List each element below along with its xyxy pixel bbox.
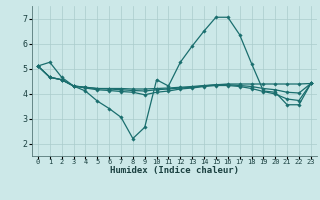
X-axis label: Humidex (Indice chaleur): Humidex (Indice chaleur) — [110, 166, 239, 175]
